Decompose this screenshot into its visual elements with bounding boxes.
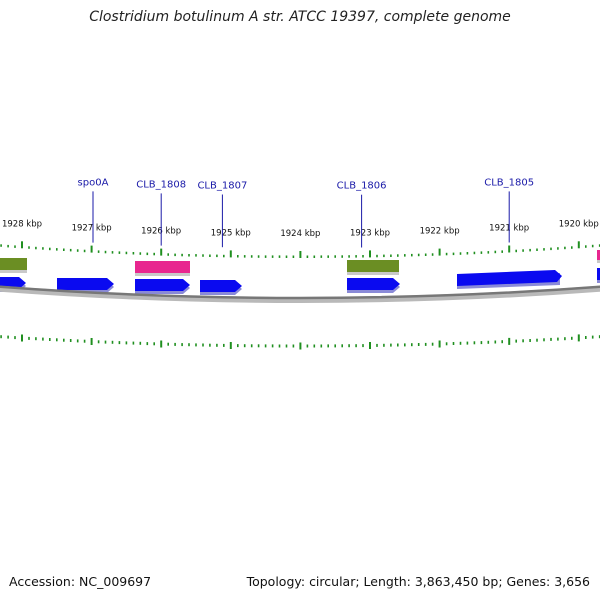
gene-name: CLB_1805	[484, 177, 534, 188]
magenta-feature	[135, 261, 190, 276]
magenta-feature	[597, 250, 600, 263]
backbone-shadow	[0, 285, 600, 303]
upper-tick-track	[0, 241, 600, 258]
tick-label: 1927 kbp	[72, 224, 112, 234]
genome-backbone	[0, 285, 600, 300]
gene-name: CLB_1806	[337, 181, 387, 192]
cds-arrow	[57, 278, 114, 293]
olive-feature	[347, 260, 399, 275]
tick-label: 1922 kbp	[420, 227, 460, 237]
genes-value: 3,656	[554, 574, 590, 589]
tick-label: 1920 kbp	[559, 219, 599, 229]
cds-arrow	[135, 279, 190, 294]
gene-label: spo0A	[78, 177, 109, 243]
gene-labels: spo0A CLB_1808 CLB_1807 CLB_1806 CLB_1805	[78, 177, 534, 248]
gene-name: CLB_1808	[136, 179, 186, 190]
topology-value: circular	[309, 574, 356, 589]
feature-track	[0, 250, 600, 295]
tick-label: 1925 kbp	[211, 228, 251, 238]
topology-label: Topology:	[246, 574, 306, 589]
cds-arrow	[200, 280, 242, 295]
length-label: Length:	[363, 574, 411, 589]
accession-value: NC_009697	[79, 574, 152, 589]
gene-name: spo0A	[78, 177, 109, 188]
accession-label: Accession:	[9, 574, 76, 589]
map-title: Clostridium botulinum A str. ATCC 19397,…	[89, 9, 511, 25]
tick-label: 1928 kbp	[2, 219, 42, 229]
tick-label: 1923 kbp	[350, 228, 390, 238]
gene-name: CLB_1807	[197, 181, 247, 192]
olive-feature	[0, 258, 27, 273]
cds-arrow	[347, 278, 400, 293]
gene-label: CLB_1807	[197, 181, 247, 248]
lower-tick-track	[0, 334, 600, 350]
length-value: 3,863,450 bp	[414, 574, 499, 589]
cds-arrow	[597, 268, 600, 283]
tick-label: 1924 kbp	[280, 229, 320, 239]
cds-arrow	[457, 270, 562, 289]
gene-label: CLB_1808	[136, 179, 186, 246]
sep-2: ;	[498, 574, 507, 589]
gene-label: CLB_1806	[337, 181, 387, 248]
genome-summary: Topology: circular; Length: 3,863,450 bp…	[247, 574, 590, 589]
sep-1: ;	[355, 574, 364, 589]
genes-label: Genes:	[506, 574, 551, 589]
accession-text: Accession: NC_009697	[9, 574, 151, 589]
gene-label: CLB_1805	[484, 177, 534, 243]
